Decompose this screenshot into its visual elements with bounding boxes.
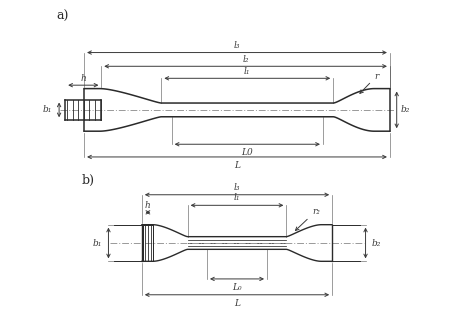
Text: r₂: r₂ xyxy=(295,206,320,230)
Text: L₀: L₀ xyxy=(232,283,242,292)
Text: b₁: b₁ xyxy=(93,238,102,248)
Text: b₁: b₁ xyxy=(42,105,52,114)
Text: l₁: l₁ xyxy=(234,193,240,202)
Text: l₂: l₂ xyxy=(242,54,249,64)
Text: h: h xyxy=(81,74,86,83)
Text: b): b) xyxy=(82,174,95,187)
Text: l₃: l₃ xyxy=(234,183,240,192)
Text: b₂: b₂ xyxy=(372,238,381,248)
Text: b₂: b₂ xyxy=(401,105,410,114)
Text: l₁: l₁ xyxy=(244,66,251,75)
Text: L: L xyxy=(234,299,240,308)
Text: l₃: l₃ xyxy=(234,41,240,50)
Text: a): a) xyxy=(57,10,69,23)
Text: h: h xyxy=(145,201,151,210)
Text: L: L xyxy=(234,161,240,170)
Text: r: r xyxy=(360,72,379,93)
Text: L0: L0 xyxy=(241,148,253,157)
